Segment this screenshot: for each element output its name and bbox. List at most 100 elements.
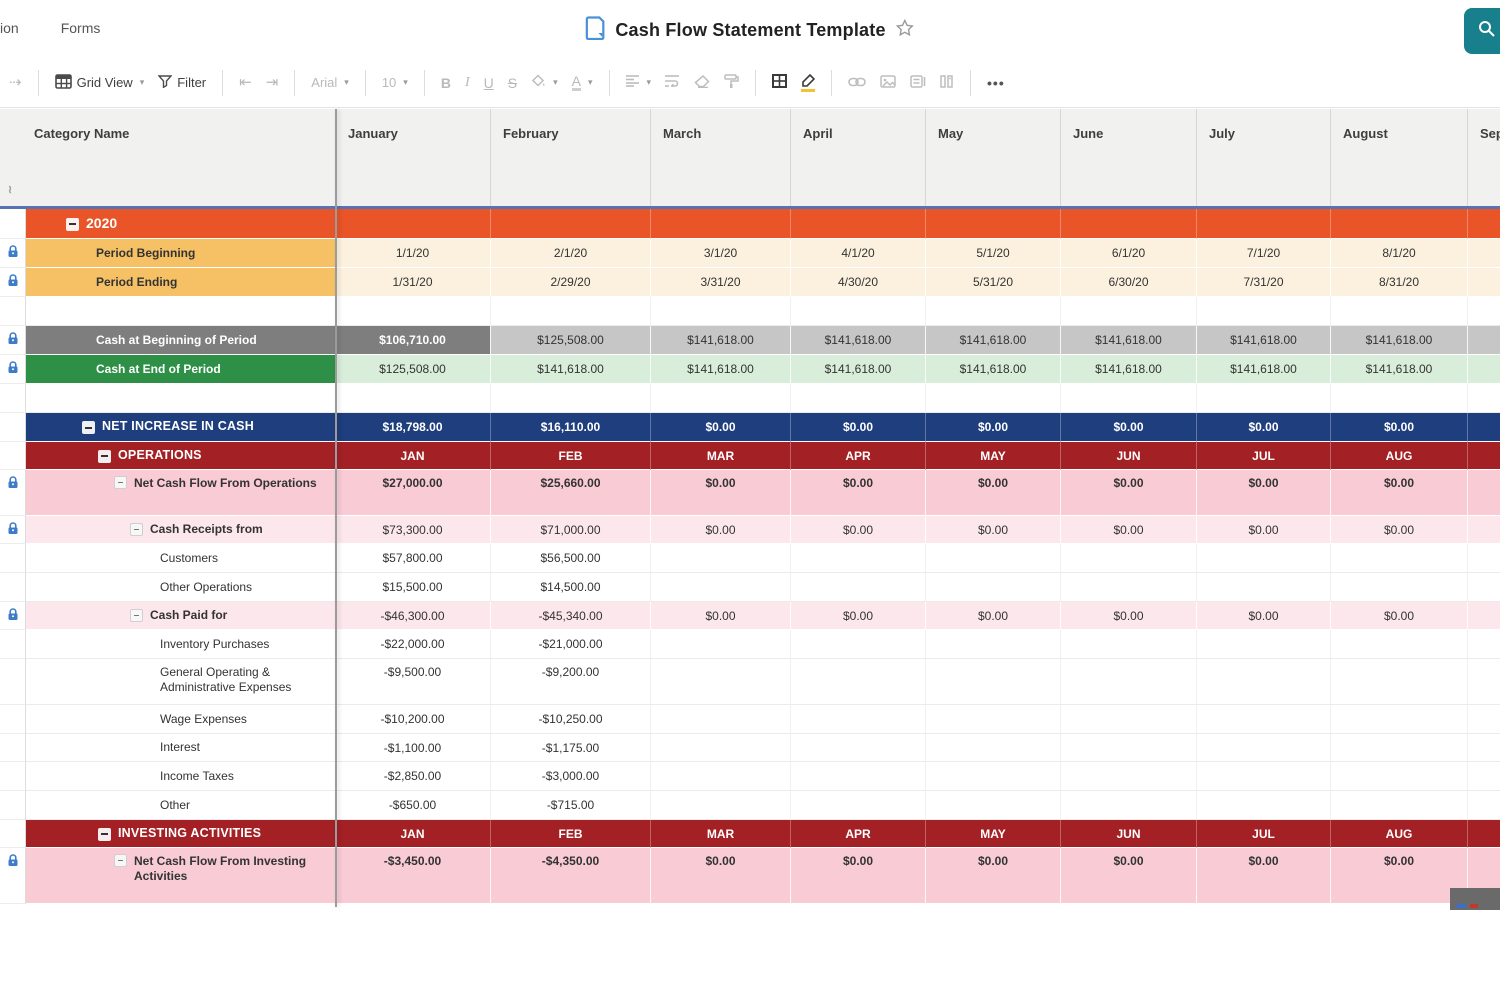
italic-button[interactable]: I (458, 70, 477, 96)
column-settings-button[interactable] (933, 70, 961, 96)
column-header-june[interactable]: June (1060, 109, 1196, 206)
cell-february[interactable]: -$45,340.00 (490, 602, 650, 630)
cell-june[interactable]: $0.00 (1060, 848, 1196, 904)
cell-july[interactable] (1196, 734, 1330, 762)
cell-january[interactable]: 1/31/20 (335, 268, 490, 297)
cell-august[interactable] (1330, 734, 1467, 762)
cell-april[interactable] (790, 544, 925, 573)
column-header-january[interactable]: January (335, 109, 490, 206)
row-gutter-cell[interactable] (0, 602, 26, 630)
nav-tab-forms[interactable]: Forms (61, 20, 101, 36)
cell-may[interactable] (925, 384, 1060, 413)
cell-may[interactable] (925, 573, 1060, 602)
cell-june[interactable]: JUN (1060, 442, 1196, 470)
row-label-cell[interactable]: Inventory Purchases (26, 630, 335, 659)
cell-july[interactable]: JUL (1196, 442, 1330, 470)
cell-june[interactable]: 6/1/20 (1060, 239, 1196, 268)
cell-june[interactable]: $141,618.00 (1060, 355, 1196, 384)
cell-april[interactable]: APR (790, 820, 925, 848)
cell-august[interactable]: $0.00 (1330, 848, 1467, 904)
cell-june[interactable] (1060, 544, 1196, 573)
cell-january[interactable]: -$22,000.00 (335, 630, 490, 659)
cell-january[interactable] (335, 384, 490, 413)
cell-august[interactable]: AUG (1330, 820, 1467, 848)
row-gutter-cell[interactable] (0, 470, 26, 516)
cell-june[interactable]: $0.00 (1060, 470, 1196, 516)
cell-january[interactable] (335, 209, 490, 239)
cell-july[interactable] (1196, 705, 1330, 734)
cell-april[interactable]: $0.00 (790, 413, 925, 442)
row-gutter-cell[interactable] (0, 239, 26, 268)
cell-january[interactable]: $73,300.00 (335, 516, 490, 544)
cell-august[interactable] (1330, 544, 1467, 573)
highlight-button[interactable] (794, 69, 822, 97)
row-gutter-cell[interactable] (0, 326, 26, 355)
cell-may[interactable]: $0.00 (925, 848, 1060, 904)
cell-march[interactable] (650, 544, 790, 573)
bold-button[interactable]: B (434, 70, 458, 96)
cell-may[interactable] (925, 734, 1060, 762)
cell-april[interactable]: $0.00 (790, 848, 925, 904)
cell-july[interactable]: $0.00 (1196, 470, 1330, 516)
cell-july[interactable] (1196, 659, 1330, 705)
cell-sep[interactable] (1467, 791, 1500, 820)
cell-july[interactable]: $141,618.00 (1196, 326, 1330, 355)
cell-february[interactable]: FEB (490, 820, 650, 848)
cell-july[interactable]: $0.00 (1196, 516, 1330, 544)
cell-july[interactable] (1196, 762, 1330, 791)
frozen-column-divider[interactable] (335, 109, 337, 907)
cell-june[interactable]: 6/30/20 (1060, 268, 1196, 297)
underline-button[interactable]: U (477, 70, 501, 96)
cell-may[interactable]: MAY (925, 820, 1060, 848)
cell-august[interactable]: 8/1/20 (1330, 239, 1467, 268)
cell-sep[interactable] (1467, 630, 1500, 659)
cell-may[interactable]: 5/31/20 (925, 268, 1060, 297)
cell-february[interactable]: $56,500.00 (490, 544, 650, 573)
format-painter-button[interactable] (717, 69, 746, 96)
row-gutter-cell[interactable] (0, 791, 26, 820)
view-switcher[interactable]: Grid View ▾ (48, 69, 152, 97)
cell-february[interactable]: 2/29/20 (490, 268, 650, 297)
cell-july[interactable]: 7/1/20 (1196, 239, 1330, 268)
cell-june[interactable]: $0.00 (1060, 516, 1196, 544)
cell-march[interactable]: $0.00 (650, 413, 790, 442)
cell-january[interactable]: $106,710.00 (335, 326, 490, 355)
cell-april[interactable] (790, 659, 925, 705)
cell-august[interactable]: $0.00 (1330, 470, 1467, 516)
row-gutter-cell[interactable] (0, 355, 26, 384)
cell-may[interactable] (925, 630, 1060, 659)
cell-sep[interactable] (1467, 355, 1500, 384)
row-label-cell[interactable]: Cash Paid for (26, 602, 335, 630)
cell-july[interactable]: $0.00 (1196, 413, 1330, 442)
star-favorite-icon[interactable] (896, 19, 915, 42)
cell-may[interactable]: $0.00 (925, 413, 1060, 442)
cell-march[interactable] (650, 209, 790, 239)
more-options-button[interactable]: ••• (980, 70, 1012, 96)
cell-july[interactable] (1196, 630, 1330, 659)
cell-march[interactable] (650, 573, 790, 602)
cell-may[interactable] (925, 762, 1060, 791)
clear-format-button[interactable] (687, 70, 717, 96)
cell-march[interactable] (650, 705, 790, 734)
cell-may[interactable] (925, 705, 1060, 734)
cell-april[interactable]: $0.00 (790, 516, 925, 544)
row-gutter-cell[interactable] (0, 442, 26, 470)
fill-color-button[interactable]: ▾ (524, 69, 565, 97)
cell-june[interactable] (1060, 791, 1196, 820)
cell-august[interactable]: 8/31/20 (1330, 268, 1467, 297)
cell-june[interactable] (1060, 659, 1196, 705)
row-gutter-cell[interactable] (0, 659, 26, 705)
collapse-minus-icon[interactable] (114, 854, 127, 867)
cell-march[interactable]: $0.00 (650, 848, 790, 904)
cell-february[interactable]: -$21,000.00 (490, 630, 650, 659)
cell-april[interactable] (790, 630, 925, 659)
cell-sep[interactable] (1467, 516, 1500, 544)
cell-august[interactable] (1330, 573, 1467, 602)
cell-august[interactable]: $141,618.00 (1330, 355, 1467, 384)
column-header-july[interactable]: July (1196, 109, 1330, 206)
cell-january[interactable]: -$10,200.00 (335, 705, 490, 734)
cell-january[interactable]: -$1,100.00 (335, 734, 490, 762)
cell-march[interactable] (650, 659, 790, 705)
collapse-minus-icon[interactable] (98, 828, 111, 841)
cell-may[interactable]: $0.00 (925, 516, 1060, 544)
